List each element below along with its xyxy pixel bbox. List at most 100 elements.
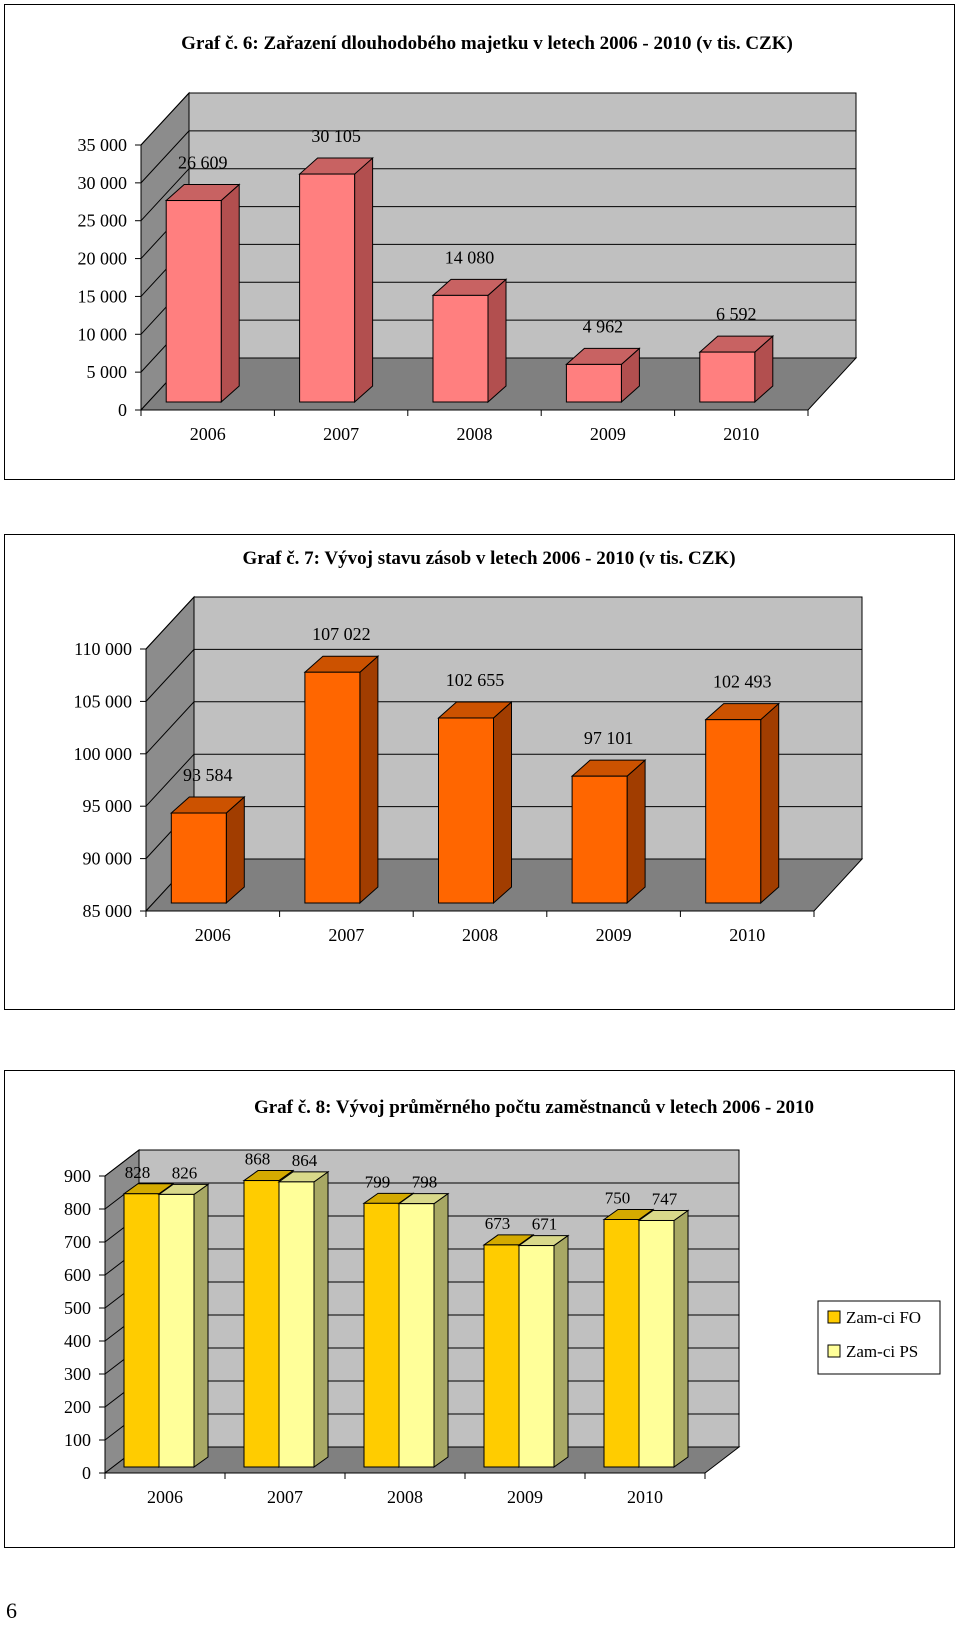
x-tick-label: 2009	[507, 1487, 543, 1507]
data-label: 826	[172, 1163, 198, 1182]
data-label: 864	[292, 1151, 318, 1170]
data-label: 671	[532, 1215, 558, 1234]
chart-panel-zamestnanci: Graf č. 8: Vývoj průměrného počtu zaměst…	[4, 1070, 955, 1548]
y-tick-label: 500	[64, 1298, 91, 1318]
y-tick-label: 15 000	[78, 286, 128, 306]
gridline	[140, 130, 856, 184]
y-tick-label: 0	[82, 1463, 91, 1483]
chart-panel-dlouhodoby-majetek: Graf č. 6: Zařazení dlouhodobého majetku…	[4, 4, 955, 480]
bar	[518, 1245, 555, 1468]
x-tick-label: 2010	[729, 925, 765, 945]
x-tick-label: 2006	[147, 1487, 183, 1507]
bar-side	[493, 700, 512, 905]
data-label: 799	[365, 1172, 391, 1191]
chart-title: Graf č. 6: Zařazení dlouhodobého majetku…	[181, 33, 793, 54]
y-tick-label: 110 000	[74, 639, 132, 659]
data-label: 673	[485, 1214, 511, 1233]
bar-side	[313, 1170, 329, 1468]
chart-title: Graf č. 8: Vývoj průměrného počtu zaměst…	[254, 1097, 814, 1118]
bar	[278, 1181, 315, 1468]
gridline	[145, 753, 862, 807]
data-label: 747	[652, 1189, 678, 1208]
data-label: 30 105	[311, 126, 361, 146]
bar	[638, 1219, 675, 1468]
legend-swatch	[827, 1310, 841, 1324]
bar	[304, 671, 361, 904]
data-label: 107 022	[312, 624, 371, 644]
y-tick-label: 25 000	[78, 211, 128, 231]
y-tick-label: 700	[64, 1232, 91, 1252]
gridline	[145, 648, 862, 702]
data-label: 828	[125, 1163, 151, 1182]
x-tick-label: 2007	[328, 925, 364, 945]
bar-side	[433, 1192, 449, 1468]
y-tick-label: 0	[118, 400, 127, 420]
data-label: 4 962	[583, 316, 624, 336]
legend-label: Zam-ci FO	[846, 1308, 921, 1327]
data-label: 93 584	[183, 765, 233, 785]
y-tick-label: 105 000	[74, 691, 133, 711]
chart-panel-stav-zasob: Graf č. 7: Vývoj stavu zásob v letech 20…	[4, 534, 955, 1010]
bar-side	[193, 1183, 209, 1468]
y-tick-label: 200	[64, 1397, 91, 1417]
bar-side	[626, 759, 646, 905]
bar-side	[760, 702, 780, 905]
x-tick-label: 2008	[457, 424, 493, 444]
bar	[699, 351, 756, 403]
bar-side	[553, 1234, 569, 1468]
bar-side	[673, 1209, 689, 1468]
bar	[432, 294, 489, 403]
data-label: 97 101	[584, 728, 634, 748]
y-tick-label: 5 000	[87, 362, 128, 382]
x-tick-label: 2007	[323, 424, 359, 444]
bar	[165, 200, 222, 403]
bar-chart-3: Graf č. 8: Vývoj průměrného počtu zaměst…	[64, 1097, 941, 1507]
bar	[705, 719, 762, 904]
y-tick-label: 900	[64, 1166, 91, 1186]
page-number: 6	[6, 1598, 17, 1623]
y-tick-label: 90 000	[83, 849, 133, 869]
x-tick-label: 2006	[190, 424, 226, 444]
data-label: 102 493	[713, 672, 772, 692]
bar	[243, 1180, 280, 1468]
y-tick-label: 20 000	[78, 249, 128, 269]
bar	[571, 775, 628, 904]
bar	[438, 717, 494, 904]
legend-swatch	[827, 1344, 841, 1358]
y-tick-label: 85 000	[83, 901, 133, 921]
bar-side	[225, 795, 245, 905]
y-tick-label: 600	[64, 1265, 91, 1285]
bar-chart-2: Graf č. 7: Vývoj stavu zásob v letech 20…	[74, 548, 864, 945]
data-label: 14 080	[445, 247, 495, 267]
y-tick-label: 100 000	[74, 744, 133, 764]
y-tick-label: 95 000	[83, 796, 133, 816]
bar	[603, 1219, 640, 1468]
bar	[363, 1202, 400, 1468]
bar	[398, 1203, 435, 1468]
x-tick-label: 2008	[462, 925, 498, 945]
x-tick-label: 2010	[723, 424, 759, 444]
bar	[158, 1193, 195, 1468]
bar	[123, 1193, 160, 1468]
data-label: 102 655	[446, 670, 505, 690]
bar	[299, 173, 356, 403]
data-label: 26 609	[178, 153, 228, 173]
y-tick-label: 400	[64, 1331, 91, 1351]
data-label: 750	[605, 1189, 631, 1208]
gridline	[145, 701, 862, 755]
y-tick-label: 35 000	[78, 135, 128, 155]
bar-side	[354, 156, 374, 404]
x-tick-label: 2006	[195, 925, 231, 945]
bar	[170, 812, 227, 904]
gridline	[104, 1182, 739, 1210]
bar	[565, 363, 622, 403]
gridline	[140, 168, 856, 222]
x-tick-label: 2009	[590, 424, 626, 444]
bar-side	[487, 278, 507, 404]
gridline	[140, 92, 856, 146]
gridline	[145, 596, 862, 650]
data-label: 798	[412, 1173, 438, 1192]
y-tick-label: 800	[64, 1199, 91, 1219]
x-tick-label: 2010	[627, 1487, 663, 1507]
y-tick-label: 10 000	[78, 324, 128, 344]
